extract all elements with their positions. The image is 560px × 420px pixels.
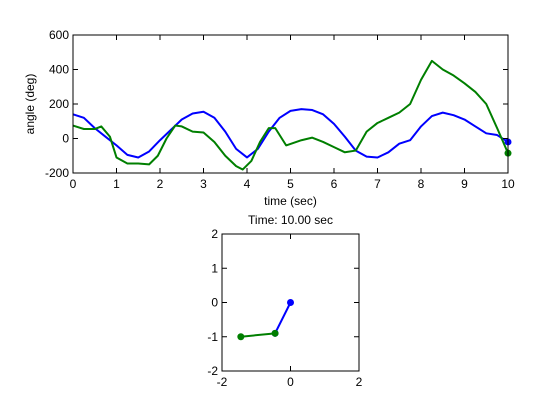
y-tick-label: 0 xyxy=(211,296,218,310)
pendulum-plot-title: Time: 10.00 sec xyxy=(248,213,333,227)
pendulum-plot-axes: -2 0 2 -2 -1 0 1 2 Time: 10.00 sec xyxy=(207,213,362,389)
x-tick-label: 5 xyxy=(287,177,294,191)
x-tick-label: 8 xyxy=(418,177,425,191)
series-0-marker xyxy=(287,299,294,306)
y-tick-label: 2 xyxy=(211,227,218,241)
x-tick-label: 0 xyxy=(287,375,294,389)
angle-plot-background xyxy=(73,35,508,173)
y-axis-label: angle (deg) xyxy=(23,74,37,135)
y-tick-label: 200 xyxy=(49,97,69,111)
series-1-line xyxy=(72,59,509,171)
pendulum-plot-ticks: -2 0 2 -2 -1 0 1 2 xyxy=(207,227,362,389)
series-0-line xyxy=(72,108,509,159)
x-tick-label: 4 xyxy=(244,177,251,191)
x-tick-label: 10 xyxy=(501,177,515,191)
x-tick-label: 1 xyxy=(113,177,120,191)
x-axis-label: time (sec) xyxy=(264,194,317,208)
pendulum-plot-series xyxy=(237,299,294,341)
y-tick-label: -200 xyxy=(45,166,69,180)
series-0-line xyxy=(274,302,292,334)
y-tick-label: 1 xyxy=(211,261,218,275)
x-tick-label: -2 xyxy=(217,375,228,389)
x-tick-label: 7 xyxy=(374,177,381,191)
series-1-line xyxy=(240,332,276,338)
y-tick-label: -1 xyxy=(207,330,218,344)
series-1-marker xyxy=(271,329,279,337)
y-tick-label: 400 xyxy=(49,63,69,77)
x-tick-label: 9 xyxy=(461,177,468,191)
x-tick-label: 2 xyxy=(157,177,164,191)
x-tick-label: 6 xyxy=(331,177,338,191)
x-tick-label: 2 xyxy=(356,375,363,389)
x-tick-label: 3 xyxy=(200,177,207,191)
series-1-marker xyxy=(237,333,245,341)
y-tick-label: 0 xyxy=(62,132,69,146)
x-tick-label: 0 xyxy=(70,177,77,191)
y-tick-label: 600 xyxy=(49,28,69,42)
y-tick-label: -2 xyxy=(207,364,218,378)
